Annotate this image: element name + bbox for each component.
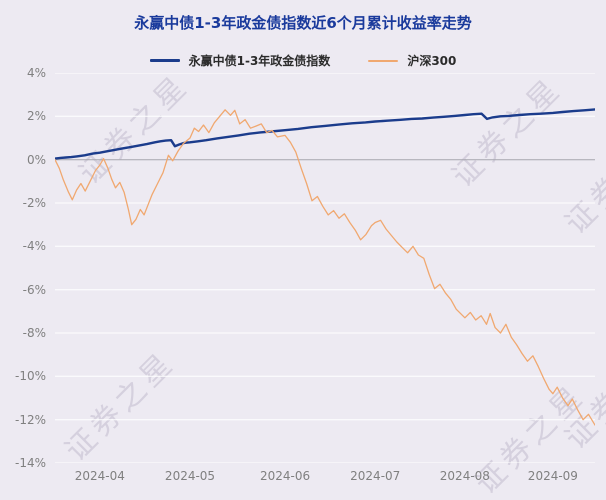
x-tick-label: 2024-05 bbox=[164, 469, 216, 483]
y-tick-label: 0% bbox=[26, 152, 46, 167]
y-tick-label: -6% bbox=[22, 282, 46, 297]
x-tick-label: 2024-07 bbox=[350, 469, 401, 483]
x-tick-label: 2024-04 bbox=[74, 469, 125, 483]
x-tick-label: 2024-08 bbox=[439, 469, 490, 483]
chart-title: 永赢中债1-3年政金债指数近6个月累计收益率走势 bbox=[134, 14, 472, 32]
x-tick-label: 2024-09 bbox=[527, 469, 578, 483]
y-tick-label: -8% bbox=[22, 326, 46, 340]
y-tick-label: -14% bbox=[14, 456, 46, 470]
y-tick-label: -12% bbox=[14, 412, 46, 427]
legend-swatch-bond-index bbox=[149, 59, 180, 62]
legend-label-bond-index: 永赢中债1-3年政金债指数 bbox=[188, 54, 331, 68]
x-tick-label: 2024-06 bbox=[259, 469, 311, 483]
y-tick-label: -10% bbox=[14, 369, 46, 384]
legend-label-csi300: 沪深300 bbox=[407, 54, 457, 68]
plot-area bbox=[55, 73, 595, 463]
legend: 永赢中债1-3年政金债指数 沪深300 bbox=[0, 52, 606, 69]
legend-swatch-csi300 bbox=[368, 59, 399, 62]
y-tick-label: 4% bbox=[26, 66, 46, 80]
y-tick-label: 2% bbox=[26, 109, 46, 124]
y-tick-label: -2% bbox=[22, 196, 46, 210]
y-tick-label: -4% bbox=[22, 239, 46, 254]
legend-item-bond-index: 永赢中债1-3年政金债指数 bbox=[149, 52, 331, 69]
legend-item-csi300: 沪深300 bbox=[368, 52, 456, 69]
